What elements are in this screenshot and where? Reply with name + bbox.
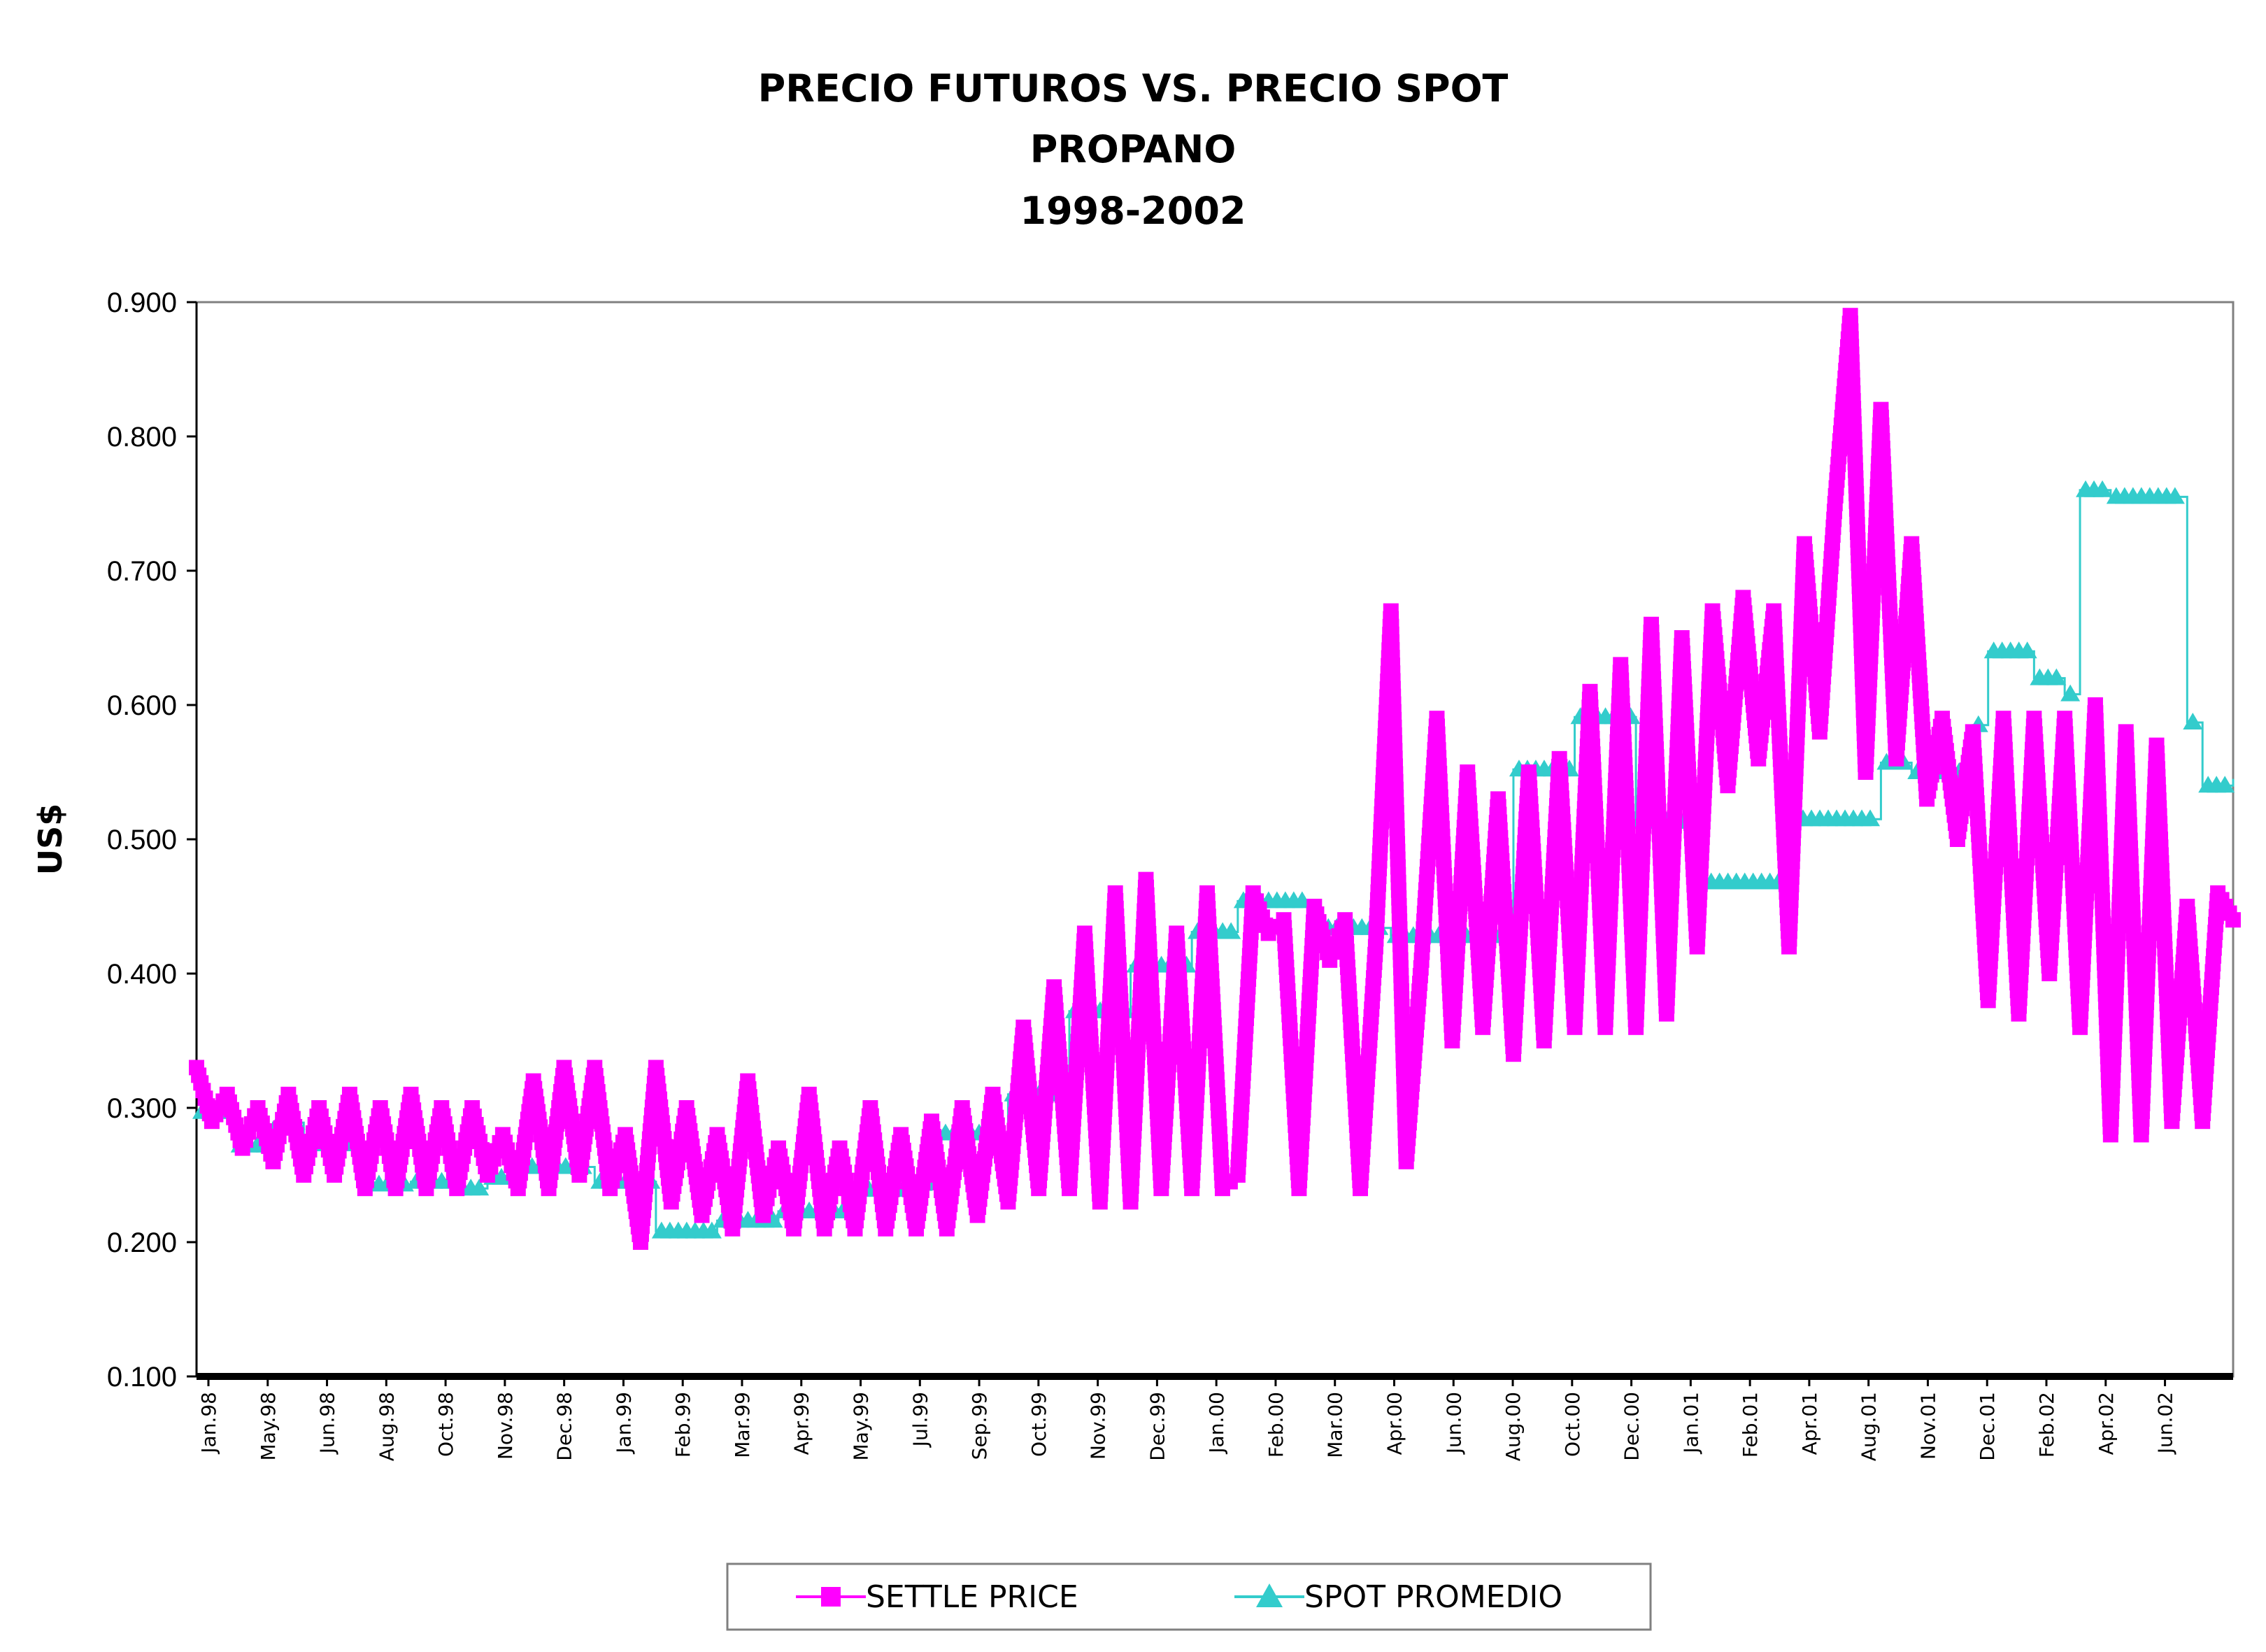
spot-point <box>2060 684 2081 702</box>
x-tick-label: Apr.01 <box>1798 1392 1821 1455</box>
x-tick-label: Jun.98 <box>316 1392 339 1455</box>
legend-spot-label: SPOT PROMEDIO <box>1304 1579 1562 1615</box>
y-tick-label: 0.100 <box>107 1362 177 1393</box>
spot-point <box>763 1211 783 1228</box>
settle-point <box>2225 912 2241 928</box>
x-axis: Jan.98 May.98 Jun.98 Aug.98 Oct.98 Nov.98 Dec.… <box>197 1373 2233 1461</box>
y-tick-label: 0.800 <box>107 422 177 453</box>
x-tick-label: Nov.99 <box>1087 1392 1110 1460</box>
x-tick-label: Feb.00 <box>1264 1392 1288 1458</box>
x-tick-label: Aug.98 <box>375 1392 398 1461</box>
spot-point <box>701 1221 722 1239</box>
legend-box <box>726 1562 1652 1631</box>
chart-period: 1998-2002 <box>1020 189 1246 233</box>
x-tick-label: Jun.00 <box>1442 1392 1465 1455</box>
y-tick-label: 0.500 <box>107 825 177 855</box>
x-tick-label: Apr.00 <box>1383 1392 1406 1455</box>
chart-subtitle: PROPANO <box>1030 127 1237 171</box>
spot-point <box>2093 480 2113 497</box>
x-tick-label: Oct.00 <box>1561 1392 1584 1457</box>
spot-point <box>1221 922 1241 939</box>
spot-point <box>2215 776 2235 793</box>
x-tick-label: Dec.00 <box>1620 1392 1644 1461</box>
legend-spot-marker <box>1256 1583 1283 1607</box>
x-tick-label: Dec.01 <box>1976 1392 1999 1461</box>
y-tick-label: 0.300 <box>107 1093 177 1124</box>
legend-settle-marker <box>821 1587 841 1607</box>
chart-title: PRECIO FUTUROS VS. PRECIO SPOT <box>758 66 1509 111</box>
x-tick-label: Jul.99 <box>908 1392 932 1448</box>
x-tick-label: Dec.99 <box>1146 1392 1169 1461</box>
x-tick-label: Jun.02 <box>2154 1392 2177 1455</box>
spot-point <box>2183 712 2203 729</box>
x-tick-label: Jan.00 <box>1205 1392 1228 1455</box>
x-tick-label: Feb.01 <box>1739 1392 1762 1458</box>
x-tick-label: Oct.98 <box>434 1392 457 1457</box>
x-tick-label: Mar.00 <box>1324 1392 1347 1458</box>
y-tick-label: 0.400 <box>107 959 177 990</box>
y-tick-label: 0.900 <box>107 287 177 318</box>
spot-point <box>469 1179 490 1196</box>
legend: SETTLE PRICE SPOT PROMEDIO <box>726 1562 1652 1631</box>
x-tick-label: Aug.01 <box>1858 1392 1881 1461</box>
plot-area <box>195 301 2235 1378</box>
y-axis: 0.100 0.200 0.300 0.400 0.500 0.600 0.700 0.800… <box>107 287 198 1393</box>
y-tick-label: 0.200 <box>107 1227 177 1258</box>
legend-settle-label: SETTLE PRICE <box>866 1579 1078 1615</box>
x-tick-label: Nov.98 <box>494 1392 517 1460</box>
x-tick-label: Sep.99 <box>968 1392 991 1460</box>
spot-point <box>1860 809 1881 827</box>
x-tick-label: May.99 <box>850 1392 873 1460</box>
x-tick-label: Apr.99 <box>790 1392 813 1455</box>
spot-point <box>2046 668 2067 685</box>
x-tick-label: Jan.99 <box>612 1392 635 1455</box>
x-tick-label: Dec.98 <box>553 1392 576 1461</box>
x-tick-label: Feb.99 <box>671 1392 694 1458</box>
spot-point <box>2017 641 2037 659</box>
x-tick-label: Apr.02 <box>2095 1392 2118 1455</box>
x-tick-label: Mar.99 <box>731 1392 754 1458</box>
y-axis-label: US$ <box>31 804 69 876</box>
y-tick-label: 0.600 <box>107 690 177 721</box>
x-tick-label: Aug.00 <box>1502 1392 1525 1461</box>
x-tick-label: Jan.98 <box>197 1392 220 1455</box>
x-tick-label: Oct.99 <box>1027 1392 1050 1457</box>
y-tick-label: 0.700 <box>107 556 177 587</box>
spot-point <box>2165 487 2185 504</box>
x-tick-label: May.98 <box>257 1392 280 1460</box>
series-settle-price <box>189 308 2241 1250</box>
x-tick-label: Feb.02 <box>2035 1392 2058 1458</box>
x-tick-label: Nov.01 <box>1916 1392 1939 1460</box>
x-tick-label: Jan.01 <box>1679 1392 1702 1455</box>
